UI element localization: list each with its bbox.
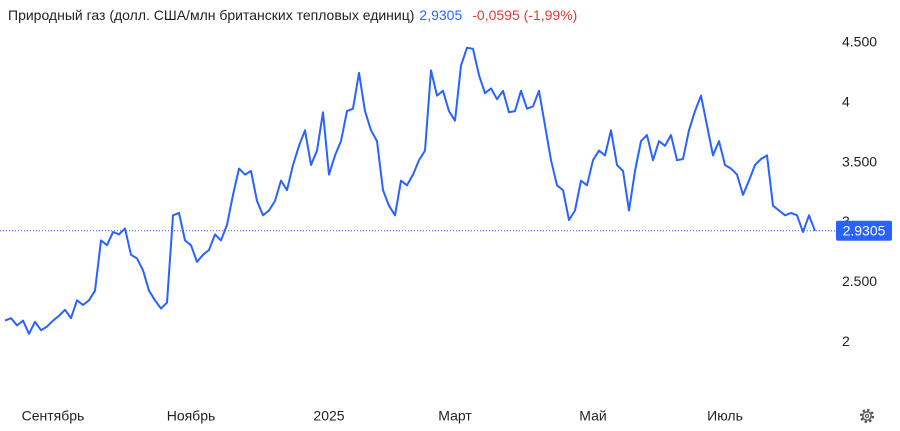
gear-teeth: [859, 408, 875, 424]
x-tick-label: Ноябрь: [167, 408, 216, 424]
current-value-label: 2.9305: [843, 222, 886, 238]
x-tick-label: Сентябрь: [22, 408, 85, 424]
x-tick-label: Май: [579, 408, 606, 424]
price: 2,9305: [419, 7, 462, 23]
y-tick-label: 3.500: [842, 153, 877, 169]
y-tick-label: 2.500: [842, 273, 877, 289]
settings-icon[interactable]: [859, 408, 875, 424]
chart-title: Природный газ (долл. США/млн британских …: [8, 7, 414, 23]
price-change: -0,0595 (-1,99%): [472, 7, 577, 23]
x-tick-label: 2025: [313, 408, 344, 424]
y-tick-label: 4: [842, 93, 850, 109]
x-tick-label: Июль: [707, 408, 743, 424]
gear-body: [862, 411, 872, 421]
y-tick-label: 2: [842, 333, 850, 349]
gear-hole: [864, 413, 870, 419]
header-line: Природный газ (долл. США/млн британских …: [8, 7, 577, 23]
x-tick-label: Март: [438, 408, 472, 424]
y-tick-label: 4.500: [842, 34, 877, 50]
price-line: [4, 46, 816, 335]
current-value-box: [836, 220, 892, 241]
